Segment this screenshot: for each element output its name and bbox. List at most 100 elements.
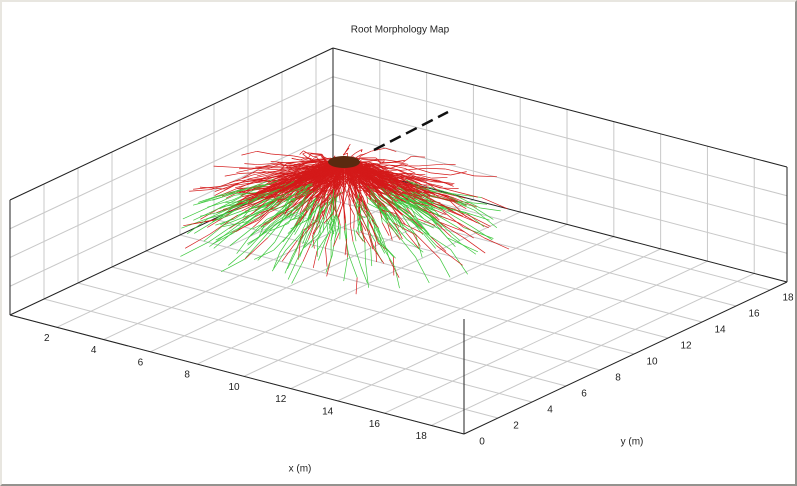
root	[407, 185, 433, 197]
root	[301, 194, 315, 213]
root	[294, 218, 305, 235]
root	[436, 223, 452, 238]
root	[401, 222, 424, 234]
root	[332, 196, 334, 215]
root	[233, 190, 254, 201]
root	[267, 172, 286, 177]
root	[381, 217, 401, 239]
root	[184, 233, 211, 249]
root	[316, 169, 321, 179]
root	[254, 205, 277, 218]
root	[401, 200, 422, 210]
root	[426, 167, 446, 170]
root	[353, 185, 361, 205]
root	[379, 180, 388, 185]
root	[246, 194, 265, 202]
grid-line	[145, 250, 601, 371]
root	[317, 204, 321, 221]
root	[322, 208, 326, 218]
root	[402, 156, 412, 163]
root	[189, 189, 211, 192]
root	[411, 181, 439, 195]
root	[406, 213, 424, 232]
grid-line	[77, 282, 533, 403]
x-tick-label: 12	[275, 394, 287, 405]
root	[241, 151, 258, 156]
root	[293, 198, 308, 209]
root	[387, 171, 403, 184]
root	[256, 180, 279, 195]
root	[438, 222, 461, 241]
root	[255, 190, 282, 204]
root	[323, 201, 331, 205]
root	[278, 168, 287, 171]
root	[457, 227, 474, 239]
root	[356, 198, 367, 211]
root	[239, 167, 263, 170]
root	[307, 197, 317, 212]
root	[336, 174, 343, 179]
root	[301, 160, 311, 167]
root	[248, 193, 266, 201]
x-tick-label: 18	[416, 431, 428, 442]
root	[439, 203, 456, 214]
root	[381, 222, 390, 236]
stem-dash	[373, 110, 449, 152]
root	[412, 233, 421, 247]
root	[254, 249, 274, 260]
root	[405, 202, 433, 221]
root	[360, 196, 375, 219]
root	[393, 178, 422, 196]
root	[245, 239, 263, 259]
root	[436, 245, 463, 266]
root	[352, 241, 362, 267]
root	[313, 180, 334, 196]
root	[247, 236, 259, 245]
root	[302, 166, 310, 173]
root	[222, 221, 248, 228]
root	[422, 231, 437, 246]
root	[355, 205, 359, 216]
x-tick-label: 10	[228, 382, 240, 393]
root	[427, 186, 453, 194]
y-tick-label: 10	[646, 357, 658, 368]
root	[307, 221, 316, 237]
root	[288, 214, 294, 224]
root	[215, 210, 242, 221]
root	[300, 177, 319, 190]
grid-line	[384, 260, 708, 414]
root	[423, 231, 451, 250]
root	[414, 233, 441, 259]
box-edge	[9, 314, 465, 435]
root	[266, 187, 283, 193]
root	[218, 197, 250, 213]
root	[299, 172, 310, 183]
root	[360, 266, 368, 284]
y-tick-label: 0	[479, 437, 485, 448]
root	[312, 224, 321, 236]
root	[373, 223, 385, 247]
root	[283, 171, 303, 175]
root	[318, 161, 328, 166]
root	[366, 228, 374, 250]
root	[389, 259, 400, 278]
root	[382, 206, 397, 220]
root	[253, 205, 263, 213]
root	[260, 218, 272, 228]
root	[302, 157, 311, 161]
root	[412, 173, 432, 179]
root	[236, 235, 251, 254]
root	[334, 175, 338, 199]
root	[307, 203, 314, 221]
root	[287, 252, 296, 270]
root	[323, 213, 333, 224]
root	[348, 254, 358, 278]
root	[302, 152, 306, 154]
root	[252, 212, 270, 228]
root	[208, 223, 236, 243]
root	[445, 168, 475, 177]
root	[449, 196, 467, 207]
root	[288, 197, 297, 208]
root	[304, 190, 313, 196]
root	[329, 184, 333, 198]
